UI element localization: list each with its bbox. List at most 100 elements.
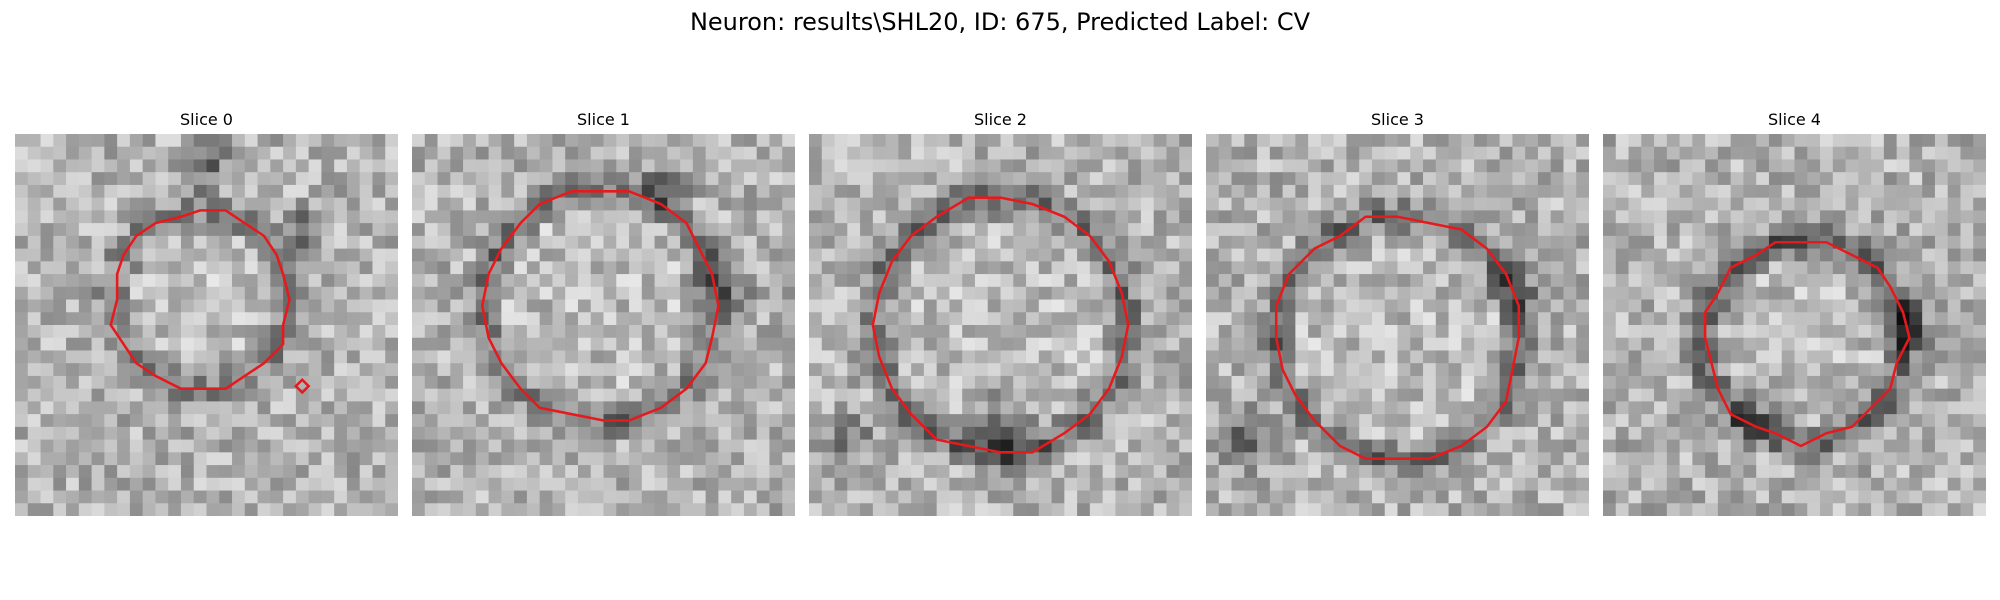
pixel [1525, 401, 1539, 415]
pixel [488, 134, 502, 148]
pixel [450, 274, 464, 288]
pixel [1679, 159, 1693, 173]
pixel [1794, 299, 1808, 313]
pixel [1563, 248, 1577, 262]
pixel [526, 465, 541, 479]
pixel [1717, 490, 1732, 504]
pixel [1013, 223, 1027, 237]
pixel [1743, 401, 1757, 415]
pixel [1000, 325, 1014, 339]
pixel [769, 235, 783, 250]
pixel [1000, 210, 1014, 224]
pixel [1026, 414, 1040, 428]
pixel [168, 172, 182, 186]
pixel [1666, 452, 1681, 466]
pixel [782, 286, 795, 301]
pixel [193, 465, 208, 479]
pixel [616, 426, 630, 441]
pixel [603, 248, 617, 262]
pixel [936, 286, 950, 301]
pixel [1346, 465, 1360, 479]
pixel [1257, 426, 1271, 441]
pixel [385, 235, 398, 250]
pixel [168, 490, 182, 504]
pixel [1384, 235, 1399, 250]
pixel [1410, 439, 1424, 453]
pixel [1397, 172, 1411, 186]
pixel [1871, 146, 1885, 160]
pixel [1717, 452, 1732, 466]
pixel [168, 439, 182, 453]
pixel [295, 261, 310, 275]
pixel [654, 274, 668, 288]
pixel [1768, 134, 1783, 148]
pixel [1308, 159, 1322, 173]
pixel [1794, 184, 1808, 199]
pixel [1628, 261, 1642, 275]
pixel [616, 477, 630, 492]
pixel [539, 503, 553, 516]
pixel [590, 350, 605, 364]
pixel [385, 477, 398, 492]
pixel [1000, 223, 1014, 237]
pixel [1013, 452, 1027, 466]
pixel [1257, 375, 1271, 390]
pixel [385, 452, 398, 466]
pixel [962, 286, 976, 301]
pixel [641, 248, 656, 262]
pixel [1756, 299, 1770, 313]
pixel [463, 452, 477, 466]
pixel [385, 197, 398, 211]
pixel [539, 235, 553, 250]
pixel [1077, 337, 1091, 351]
pixel [847, 452, 861, 466]
pixel [180, 159, 195, 173]
pixel [104, 274, 118, 288]
pixel [1537, 337, 1552, 351]
pixel [872, 235, 887, 250]
pixel [923, 146, 938, 160]
pixel [1730, 414, 1744, 428]
pixel [603, 172, 617, 186]
pixel [834, 325, 848, 339]
pixel [1730, 134, 1744, 148]
pixel [1666, 134, 1681, 148]
pixel [15, 426, 29, 441]
pixel [1705, 312, 1719, 326]
pixel [1295, 465, 1309, 479]
pixel [1166, 375, 1180, 390]
pixel [1089, 146, 1104, 160]
pixel [565, 286, 579, 301]
pixel [1179, 223, 1192, 237]
pixel [501, 274, 515, 288]
pixel [206, 490, 220, 504]
pixel [1128, 439, 1142, 453]
pixel [437, 223, 451, 237]
pixel [1832, 337, 1847, 351]
pixel [1295, 503, 1309, 516]
pixel [1153, 452, 1167, 466]
pixel [1166, 388, 1180, 402]
pixel [923, 401, 938, 415]
pixel [1768, 312, 1783, 326]
pixel [1128, 388, 1142, 402]
pixel [244, 172, 259, 186]
pixel [1179, 146, 1192, 160]
pixel [756, 299, 770, 313]
pixel [53, 465, 67, 479]
pixel [590, 172, 605, 186]
pixel [1973, 223, 1986, 237]
pixel [654, 465, 668, 479]
pixel [1934, 337, 1949, 351]
pixel [385, 312, 398, 326]
pixel [872, 248, 887, 262]
pixel [295, 235, 310, 250]
pixel [1371, 299, 1386, 313]
pixel [219, 134, 233, 148]
pixel [1064, 452, 1078, 466]
pixel [437, 261, 451, 275]
pixel [743, 490, 758, 504]
pixel [1947, 172, 1961, 186]
pixel [1537, 261, 1552, 275]
pixel [1576, 503, 1589, 516]
